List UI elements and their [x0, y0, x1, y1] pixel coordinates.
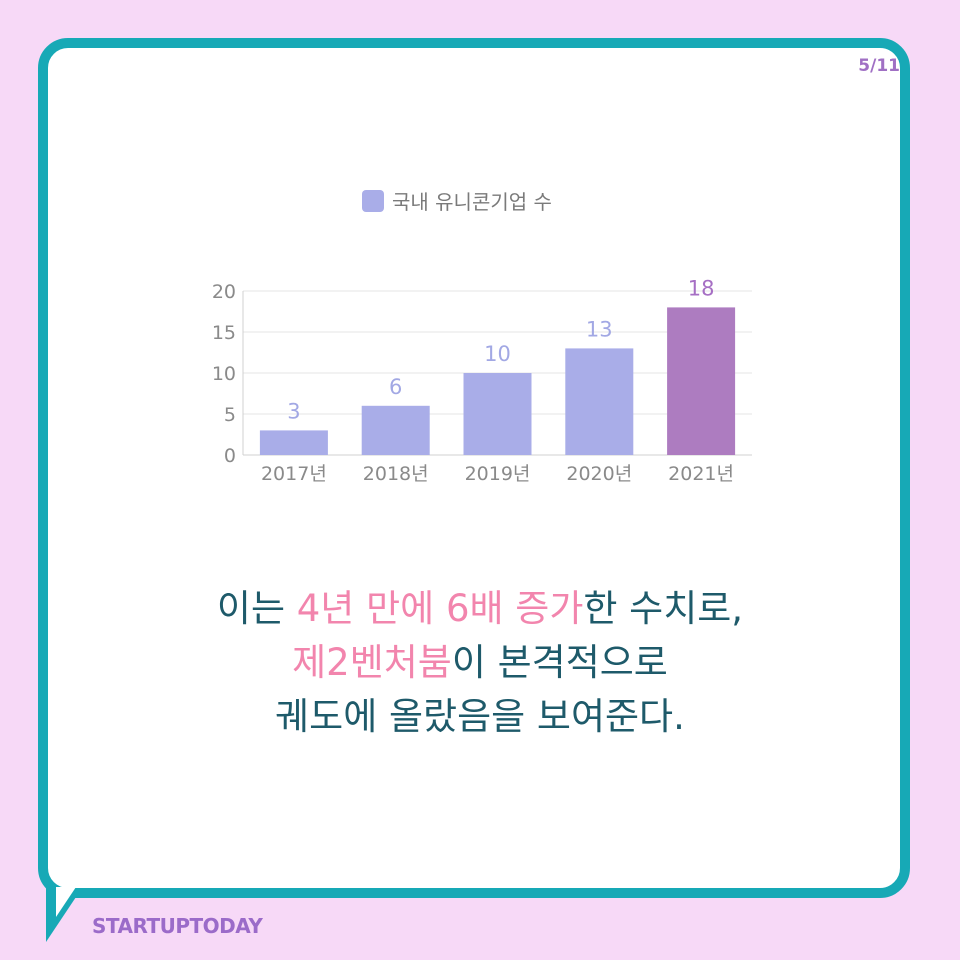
x-tick-label: 2021년 — [668, 463, 734, 485]
data-label: 6 — [389, 375, 402, 399]
x-tick-label: 2018년 — [363, 463, 429, 485]
chart-legend: 국내 유니콘기업 수 — [362, 186, 552, 215]
legend-swatch — [362, 189, 384, 212]
y-tick-label: 0 — [224, 445, 236, 467]
y-tick-label: 15 — [212, 322, 236, 344]
caption-text: 이 본격적으로 — [451, 641, 668, 684]
caption-line-3: 궤도에 올랐음을 보여준다. — [0, 690, 960, 744]
brand-logo: STARTUPTODAY — [92, 914, 263, 938]
caption: 이는 4년 만에 6배 증가한 수치로, 제2벤처붐이 본격적으로 궤도에 올랐… — [0, 582, 960, 744]
caption-line-2: 제2벤처붐이 본격적으로 — [0, 636, 960, 690]
y-tick-label: 5 — [224, 404, 236, 426]
data-label: 18 — [688, 276, 715, 300]
speech-bubble-tail-inner — [56, 887, 76, 917]
y-tick-label: 20 — [212, 281, 236, 303]
caption-line-1: 이는 4년 만에 6배 증가한 수치로, — [0, 582, 960, 636]
bar — [667, 307, 736, 455]
caption-text: 이는 — [216, 587, 297, 630]
data-label: 13 — [586, 317, 613, 341]
bar — [463, 373, 532, 455]
x-tick-label: 2020년 — [566, 463, 632, 485]
bar — [361, 405, 430, 455]
y-tick-label: 10 — [212, 363, 236, 385]
legend-label: 국내 유니콘기업 수 — [392, 190, 552, 214]
x-tick-label: 2019년 — [465, 463, 531, 485]
bar — [259, 430, 328, 455]
bar — [565, 348, 634, 455]
content-card — [38, 38, 910, 898]
caption-highlight: 제2벤처붐 — [292, 641, 452, 684]
caption-highlight: 4년 만에 6배 증가 — [296, 587, 584, 630]
data-label: 3 — [287, 399, 300, 423]
x-tick-label: 2017년 — [261, 463, 327, 485]
caption-text: 한 수치로, — [583, 587, 744, 630]
page-indicator: 5/11 — [858, 56, 900, 76]
caption-text: 궤도에 올랐음을 보여준다. — [275, 695, 685, 738]
data-label: 10 — [484, 342, 511, 366]
